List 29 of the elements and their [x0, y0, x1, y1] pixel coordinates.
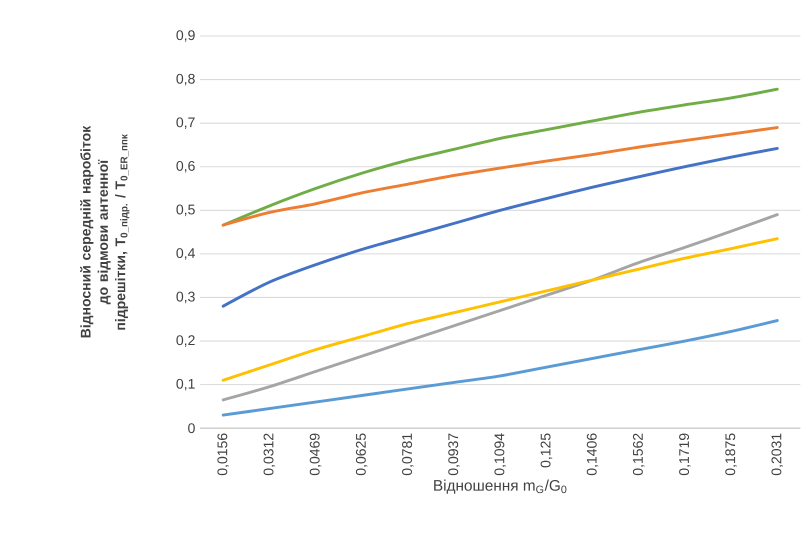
x-tick-label: 0,0781 [402, 434, 414, 476]
x-tick-label: 0,0937 [448, 434, 460, 476]
x-tick-label: 0,2031 [771, 434, 784, 476]
y-tick-label: 0,3 [176, 292, 195, 304]
x-tick-label: 0,1719 [679, 434, 691, 476]
x-tick-label: 0,1094 [494, 434, 506, 476]
y-tick-label: 0,8 [176, 74, 195, 86]
x-tick-label: 0,0312 [264, 434, 276, 476]
y-tick-label: 0,1 [176, 379, 195, 391]
y-tick-label: 0 [188, 423, 195, 434]
line-series [222, 126, 779, 227]
x-tick-label: 0,0469 [310, 434, 322, 476]
x-tick-label: 0,1875 [725, 434, 737, 476]
x-tick-label: 0,1562 [632, 434, 645, 476]
y-tick-label: 0,7 [176, 118, 195, 130]
line-series [222, 237, 779, 382]
x-tick-label: 0,0156 [217, 434, 229, 476]
y-tick-label: 0,4 [176, 248, 195, 260]
x-tick-label: 0,125 [540, 434, 552, 468]
y-tick-label: 0,5 [176, 204, 195, 216]
y-tick-label: 0,9 [176, 30, 195, 42]
line-series [222, 319, 779, 417]
line-series [222, 147, 779, 308]
x-tick-label: 0,0625 [356, 434, 368, 476]
y-tick-label: 0,6 [176, 161, 195, 173]
y-tick-label: 0,2 [176, 335, 195, 348]
x-axis-title: Відношення m$_{G}$/G$_{0}$ [434, 480, 566, 494]
line-series [222, 213, 779, 402]
x-tick-label: 0,1406 [586, 434, 598, 476]
